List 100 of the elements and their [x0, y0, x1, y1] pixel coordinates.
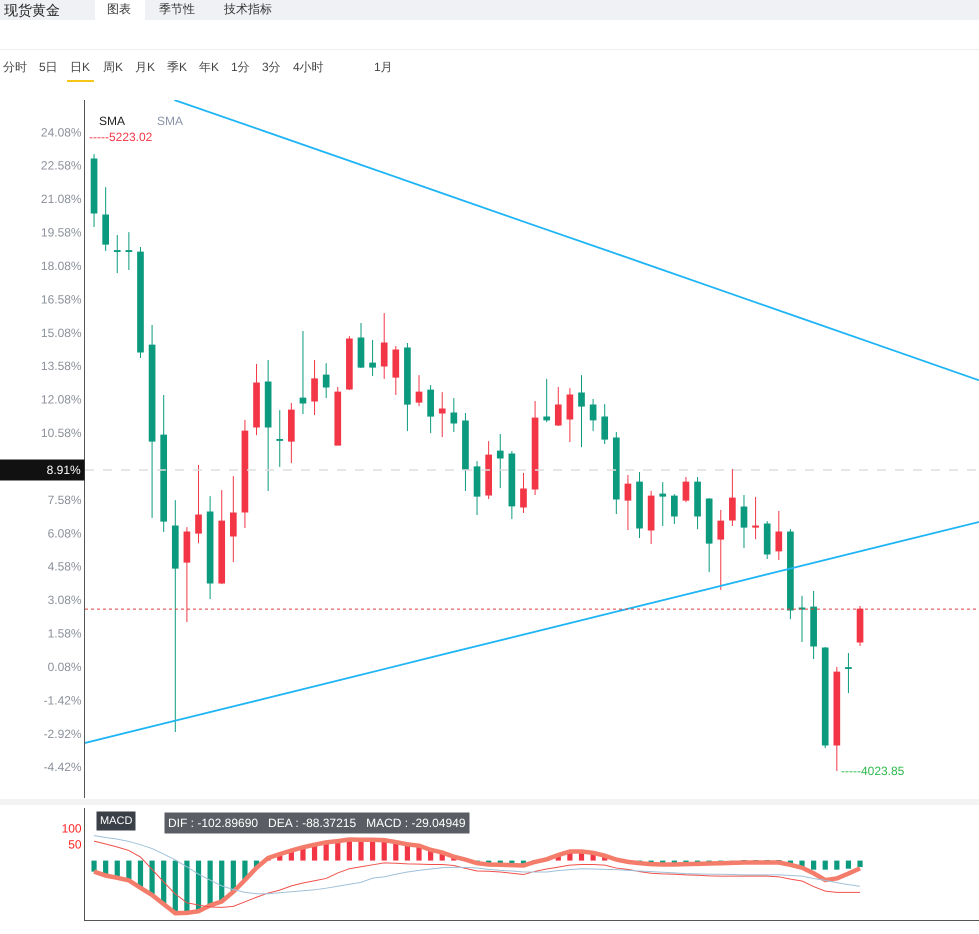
candlestick [184, 526, 190, 622]
candlestick [218, 490, 226, 585]
candlestick [242, 419, 248, 528]
candlestick [126, 232, 132, 270]
text: 1月 [374, 60, 393, 74]
y-tick-label: 13.58% [40, 359, 82, 374]
candlestick [137, 246, 144, 358]
y-tick-label: 100 [62, 821, 82, 836]
candlestick [648, 490, 654, 545]
annotation: MACD [100, 815, 132, 827]
bar [857, 860, 863, 868]
y-tick-label: 16.58% [40, 292, 82, 306]
candlestick [300, 330, 306, 415]
annotation: SMA [157, 114, 184, 128]
bar [811, 860, 816, 870]
candlestick [543, 378, 550, 423]
candlestick [195, 464, 202, 544]
candlestick [380, 312, 388, 380]
candlestick [334, 386, 342, 446]
candlestick [288, 402, 295, 464]
annotation: -----5223.02 [89, 130, 153, 144]
bar [822, 860, 828, 870]
text: 4小时 [293, 60, 324, 74]
candlestick [706, 498, 713, 573]
candlestick [578, 374, 585, 448]
candlestick [485, 440, 492, 500]
candlestick [810, 590, 817, 660]
text: 3分 [262, 60, 281, 74]
candlestick [694, 476, 701, 530]
candlestick [764, 520, 771, 560]
y-tick-label: 21.08% [40, 192, 82, 206]
y-tick-label: 1.58% [48, 626, 82, 641]
candlestick [775, 510, 782, 561]
candlestick [90, 154, 98, 228]
text: 季节性 [159, 2, 195, 16]
candlestick [601, 404, 608, 444]
candlestick [404, 342, 411, 432]
candlestick [496, 433, 504, 489]
y-tick-label: 0.08% [48, 660, 82, 674]
y-tick-label: 7.58% [48, 492, 82, 507]
ref-line-label: 8.91% [46, 463, 81, 477]
annotation: SMA [99, 114, 126, 128]
candlestick [671, 494, 678, 524]
y-tick-label: 12.08% [40, 392, 82, 407]
candlestick [450, 398, 458, 432]
candlestick [798, 595, 806, 643]
candlestick [427, 384, 434, 434]
bar [846, 860, 852, 869]
bar [219, 860, 224, 902]
candlestick [322, 362, 330, 399]
annotation: -----4023.85 [841, 764, 905, 778]
candlestick [532, 400, 538, 496]
bar [834, 860, 840, 870]
candlestick [346, 336, 353, 391]
candlestick [659, 482, 666, 526]
text: 5日 [39, 60, 58, 74]
candlestick [729, 468, 736, 526]
y-tick-label: 10.58% [40, 426, 82, 440]
candlestick [822, 646, 829, 749]
y-tick-label: 3.08% [48, 593, 82, 608]
candlestick [474, 460, 480, 516]
y-tick-label: 24.08% [40, 125, 82, 140]
candlestick [160, 394, 168, 532]
candlestick [311, 360, 318, 416]
candlestick [206, 496, 214, 600]
candlestick [508, 450, 516, 520]
text: 技术指标 [223, 2, 272, 16]
candlestick [102, 186, 109, 252]
text: 图表 [107, 2, 131, 16]
candlestick [172, 500, 179, 733]
text: 1分 [231, 60, 250, 74]
candlestick [416, 374, 422, 407]
candlestick [438, 392, 446, 438]
candlestick [752, 496, 759, 540]
candlestick [276, 410, 284, 468]
y-tick-label: 19.58% [40, 226, 82, 240]
candlestick [624, 474, 632, 530]
candlestick [148, 324, 156, 518]
annotation: DIF : -102.89690 DEA : -88.37215 MACD : -29.04949 [168, 816, 466, 830]
candlestick [682, 476, 690, 503]
candlestick [253, 364, 260, 436]
candlestick [369, 339, 376, 377]
text: 周K [103, 60, 124, 74]
candlestick [612, 431, 620, 514]
candlestick [264, 360, 272, 492]
text: 年K [199, 60, 220, 74]
candlestick [636, 472, 643, 538]
text: 季K [167, 60, 188, 74]
y-tick-label: 4.58% [48, 560, 82, 574]
candlestick [590, 398, 596, 432]
candlestick [845, 652, 852, 694]
chart-title: 现货黄金 [4, 2, 60, 18]
y-tick-label: -1.42% [44, 693, 82, 708]
candlestick [856, 605, 864, 647]
y-tick-label: 50 [68, 838, 82, 852]
candlestick [566, 388, 574, 442]
text: 分时 [3, 60, 27, 74]
candlestick [740, 494, 748, 549]
text: 日K [70, 60, 90, 74]
candlestick [787, 528, 794, 620]
